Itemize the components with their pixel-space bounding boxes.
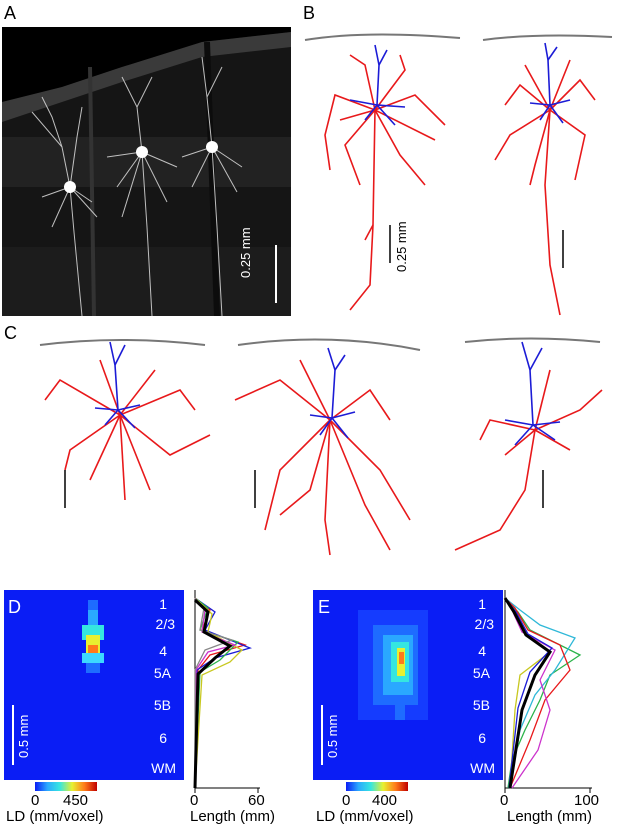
b-reconstructions: [304, 33, 613, 316]
e-density: [358, 610, 428, 720]
e-layer-4: 4: [478, 643, 486, 659]
e-layer-5a: 5A: [472, 665, 490, 681]
d-layer-6: 6: [159, 730, 167, 746]
d-heatmap: 1 2/3 4 5A 5B 6 WM 0.5 mm: [4, 590, 184, 780]
d-layer-wm: WM: [151, 760, 176, 776]
d-profile-tick-max: 60: [248, 792, 265, 809]
e-colorbar-max: 400: [372, 792, 398, 809]
d-colorbar-max: 450: [63, 792, 89, 809]
d-layer-5a: 5A: [153, 665, 171, 681]
panel-letter-b: B: [303, 3, 316, 23]
d-colorbar-label: LD (mm/voxel): [6, 808, 104, 825]
e-colorbar: [346, 782, 408, 791]
microscopy-image: [2, 27, 291, 316]
c-pia-line-3: [464, 337, 601, 343]
a-scale-bar: [275, 245, 277, 303]
b-pia-line-2: [482, 34, 613, 41]
e-scale-bar: [321, 705, 323, 765]
e-profile-axis-label: Length (mm): [507, 808, 593, 825]
e-profile: [503, 590, 592, 793]
c-pia-line-1: [39, 339, 206, 346]
d-colorbar-min: 0: [31, 792, 40, 809]
c-reconstructions: [39, 337, 603, 556]
e-profile-tick-0: 0: [500, 792, 509, 809]
d-layer-5b: 5B: [153, 697, 171, 713]
d-colorbar: [35, 782, 97, 791]
d-profile-axis-label: Length (mm): [190, 808, 276, 825]
e-colorbar-label: LD (mm/voxel): [316, 808, 414, 825]
d-layer-1: 1: [159, 596, 167, 612]
panel-letter-e: E: [318, 597, 331, 617]
e-layer-5b: 5B: [472, 697, 490, 713]
e-layer-1: 1: [478, 596, 486, 612]
c-axon-2: [234, 359, 411, 556]
b-axon-2: [494, 59, 596, 316]
b-scale-label: 0.25 mm: [394, 221, 409, 272]
c-dendrite-2: [309, 347, 356, 439]
panel-letter-d: D: [8, 597, 21, 617]
e-layer-wm: WM: [470, 760, 495, 776]
e-heatmap: 1 2/3 4 5A 5B 6 WM 0.5 mm: [313, 590, 503, 780]
micrograph-neurons: [2, 27, 291, 316]
d-profile-tick-0: 0: [190, 792, 199, 809]
c-axon-1: [44, 359, 211, 501]
c-pia-line-2: [237, 338, 421, 351]
e-profile-tick-max: 100: [574, 792, 600, 809]
b-axon-1: [324, 54, 446, 311]
e-layer-2-3: 2/3: [474, 616, 494, 632]
e-colorbar-min: 0: [342, 792, 351, 809]
d-profile: [193, 590, 260, 793]
panel-letter-a: A: [4, 3, 17, 23]
b-pia-line-1: [304, 33, 461, 41]
d-scale-label: 0.5 mm: [16, 714, 31, 758]
d-layer-2-3: 2/3: [155, 616, 175, 632]
b-dendrite-2: [529, 42, 571, 124]
panel-letter-c: C: [4, 323, 17, 343]
b-dendrite-1: [349, 44, 406, 126]
e-scale-label: 0.5 mm: [325, 714, 340, 758]
c-axon-3: [454, 369, 603, 551]
d-density: [82, 600, 104, 673]
c-dendrite-1: [94, 341, 141, 429]
e-layer-6: 6: [478, 730, 486, 746]
d-layer-4: 4: [159, 643, 167, 659]
c-dendrite-3: [504, 341, 561, 446]
d-scale-bar: [12, 705, 14, 765]
a-scale-label: 0.25 mm: [238, 227, 253, 278]
